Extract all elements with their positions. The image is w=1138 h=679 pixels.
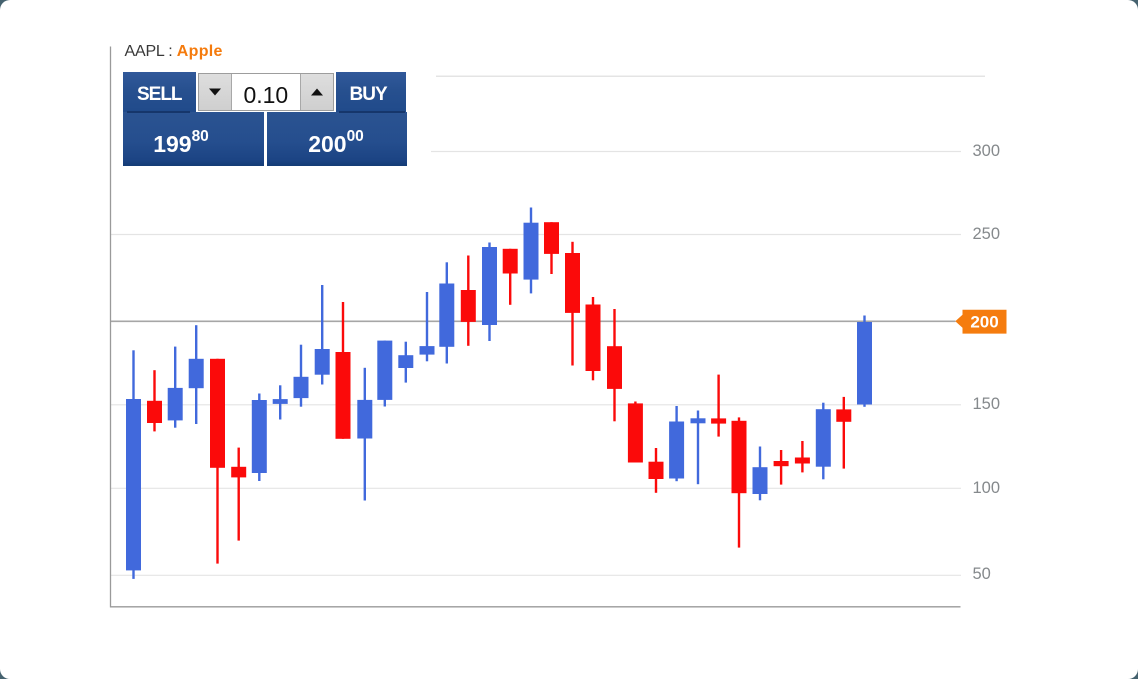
svg-text:200: 200: [970, 313, 998, 332]
